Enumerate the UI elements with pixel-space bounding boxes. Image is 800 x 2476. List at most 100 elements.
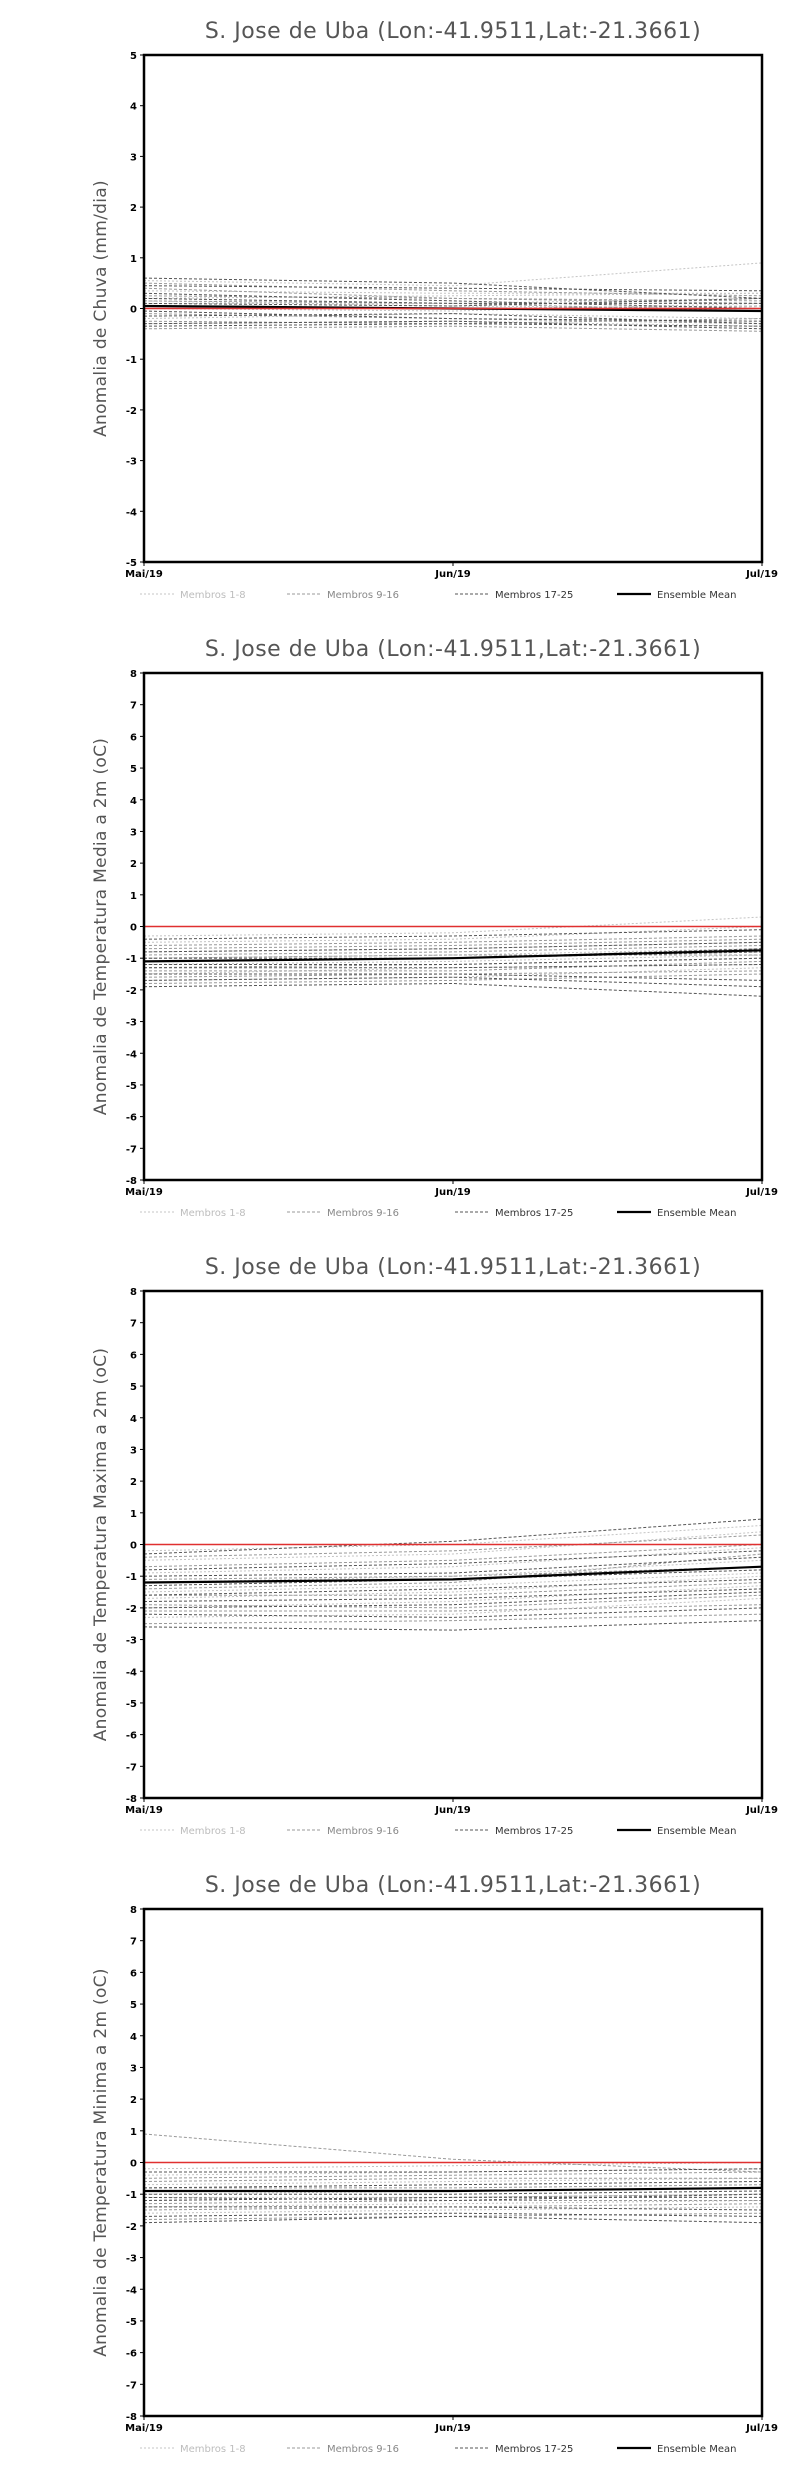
x-tick-label: Jun/19 bbox=[434, 1805, 471, 1816]
y-tick-label: -1 bbox=[126, 355, 137, 366]
y-tick-label: 4 bbox=[130, 102, 137, 113]
series-line-2-6 bbox=[143, 282, 763, 297]
series-line-1-6 bbox=[143, 967, 763, 981]
series-line-2-2 bbox=[143, 313, 763, 325]
y-tick-label: -5 bbox=[126, 1081, 137, 1092]
y-axis-title: Anomalia de Temperatura Maxima a 2m (oC) bbox=[91, 1348, 111, 1742]
legend-label: Membros 9-16 bbox=[327, 1208, 399, 1219]
series-line-1-5 bbox=[143, 954, 763, 965]
x-tick-label: Jul/19 bbox=[745, 569, 778, 580]
y-tick-label: 3 bbox=[130, 152, 137, 163]
series-line-3-7 bbox=[143, 2181, 763, 2189]
y-tick-label: -8 bbox=[126, 1794, 137, 1805]
series-line-2-7 bbox=[143, 2203, 763, 2211]
plot-frame bbox=[142, 53, 764, 564]
series-line-2-8 bbox=[144, 1582, 763, 1596]
series-line-3-5 bbox=[143, 297, 763, 307]
x-tick-label: Jun/19 bbox=[434, 569, 471, 580]
series-line-2-5 bbox=[144, 960, 763, 972]
y-tick-label: 7 bbox=[130, 1937, 137, 1948]
series-line-3-1 bbox=[143, 982, 763, 997]
series-line-1-1 bbox=[143, 262, 763, 287]
series-line-2-5 bbox=[143, 1553, 763, 1590]
plot-frame bbox=[142, 671, 764, 1182]
series-line-1-5 bbox=[143, 290, 762, 294]
y-tick-label: -4 bbox=[126, 1667, 137, 1678]
y-tick-label: 6 bbox=[130, 732, 137, 743]
series-line-3-3 bbox=[143, 1588, 763, 1602]
y-tick-label: 0 bbox=[130, 2159, 137, 2170]
y-tick-label: 1 bbox=[130, 1509, 137, 1520]
chart-panel-2: S. Jose de Uba (Lon:-41.9511,Lat:-21.366… bbox=[91, 637, 778, 1219]
plot-frame bbox=[142, 1289, 764, 1800]
legend-label: Membros 1-8 bbox=[180, 590, 246, 601]
series-line-1-2 bbox=[143, 292, 763, 299]
series-line-3-3 bbox=[143, 292, 763, 309]
series-line-1-3 bbox=[143, 2200, 763, 2208]
series-line-2-2 bbox=[143, 2193, 763, 2201]
series-line-2-5 bbox=[143, 2200, 762, 2205]
y-tick-label: -1 bbox=[126, 2190, 137, 2201]
series-line-1-5 bbox=[144, 2193, 763, 2198]
chart-title: S. Jose de Uba (Lon:-41.9511,Lat:-21.366… bbox=[205, 1255, 701, 1280]
y-tick-label: -1 bbox=[126, 954, 137, 965]
y-tick-label: -6 bbox=[126, 1113, 137, 1124]
legend: Membros 1-8 Membros 9-16 Membros 17-25 Ense… bbox=[140, 1208, 736, 1219]
legend: Membros 1-8 Membros 9-16 Membros 17-25 Ense… bbox=[140, 590, 736, 601]
x-tick-label: Jul/19 bbox=[745, 1187, 778, 1198]
y-tick-label: -7 bbox=[126, 2380, 137, 2391]
legend-label: Ensemble Mean bbox=[657, 1208, 736, 1219]
series-line-3-8 bbox=[143, 297, 762, 304]
y-tick-label: 2 bbox=[130, 1477, 137, 1488]
y-tick-label: 2 bbox=[130, 203, 137, 214]
series-line-3-4 bbox=[144, 2168, 763, 2173]
series-line-3-1 bbox=[143, 1620, 763, 1631]
series-line-2-7 bbox=[143, 1534, 763, 1558]
y-tick-label: 5 bbox=[130, 1382, 137, 1393]
y-tick-label: -4 bbox=[126, 507, 137, 518]
chart-panel-1: S. Jose de Uba (Lon:-41.9511,Lat:-21.366… bbox=[91, 19, 778, 601]
y-axis-title: Anomalia de Temperatura Minima a 2m (oC) bbox=[91, 1968, 111, 2357]
chart-title: S. Jose de Uba (Lon:-41.9511,Lat:-21.366… bbox=[205, 19, 701, 44]
series-line-2-4 bbox=[143, 945, 763, 956]
y-tick-label: -3 bbox=[126, 1636, 137, 1647]
y-tick-label: 4 bbox=[130, 796, 137, 807]
y-tick-label: 3 bbox=[130, 827, 137, 838]
series-line-3-6 bbox=[143, 2212, 763, 2217]
y-tick-label: -8 bbox=[126, 1176, 137, 1187]
y-axis-title: Anomalia de Chuva (mm/dia) bbox=[91, 180, 111, 437]
y-tick-label: -2 bbox=[126, 1604, 137, 1615]
legend-label: Ensemble Mean bbox=[657, 1826, 736, 1837]
series-line-1-3 bbox=[143, 302, 763, 312]
legend-label: Membros 9-16 bbox=[327, 1826, 399, 1837]
legend-label: Membros 17-25 bbox=[495, 1208, 573, 1219]
y-tick-label: -6 bbox=[126, 1731, 137, 1742]
legend: Membros 1-8 Membros 9-16 Membros 17-25 Ense… bbox=[140, 1826, 736, 1837]
series-line-2-6 bbox=[144, 1604, 763, 1612]
series-line-1-4 bbox=[143, 2177, 763, 2186]
x-tick-label: Mai/19 bbox=[125, 569, 163, 580]
plot-frame bbox=[142, 1907, 764, 2418]
series-line-3-9 bbox=[143, 1591, 763, 1609]
series-line-1-4 bbox=[143, 941, 763, 953]
series-line-3-4 bbox=[143, 929, 763, 940]
series-line-1-1 bbox=[143, 1531, 763, 1561]
y-tick-label: 4 bbox=[130, 2032, 137, 2043]
y-axis-title: Anomalia de Temperatura Media a 2m (oC) bbox=[91, 738, 111, 1115]
y-tick-label: 8 bbox=[130, 669, 137, 680]
y-tick-label: 0 bbox=[130, 305, 137, 316]
series-line-2-6 bbox=[144, 2184, 763, 2189]
series-line-3-9 bbox=[143, 323, 763, 327]
y-tick-label: 2 bbox=[130, 2095, 137, 2106]
x-tick-label: Jul/19 bbox=[745, 1805, 778, 1816]
series-line-3-2 bbox=[143, 1556, 763, 1577]
legend-label: Ensemble Mean bbox=[657, 2444, 736, 2455]
y-tick-label: -2 bbox=[126, 406, 137, 417]
y-tick-label: 6 bbox=[130, 1968, 137, 1979]
legend-label: Membros 17-25 bbox=[495, 590, 573, 601]
series-line-1-3 bbox=[143, 964, 763, 975]
series-line-2-1 bbox=[143, 287, 763, 304]
y-tick-label: 5 bbox=[130, 2000, 137, 2011]
y-tick-label: 1 bbox=[130, 891, 137, 902]
chart-panel-4: S. Jose de Uba (Lon:-41.9511,Lat:-21.366… bbox=[91, 1873, 778, 2455]
